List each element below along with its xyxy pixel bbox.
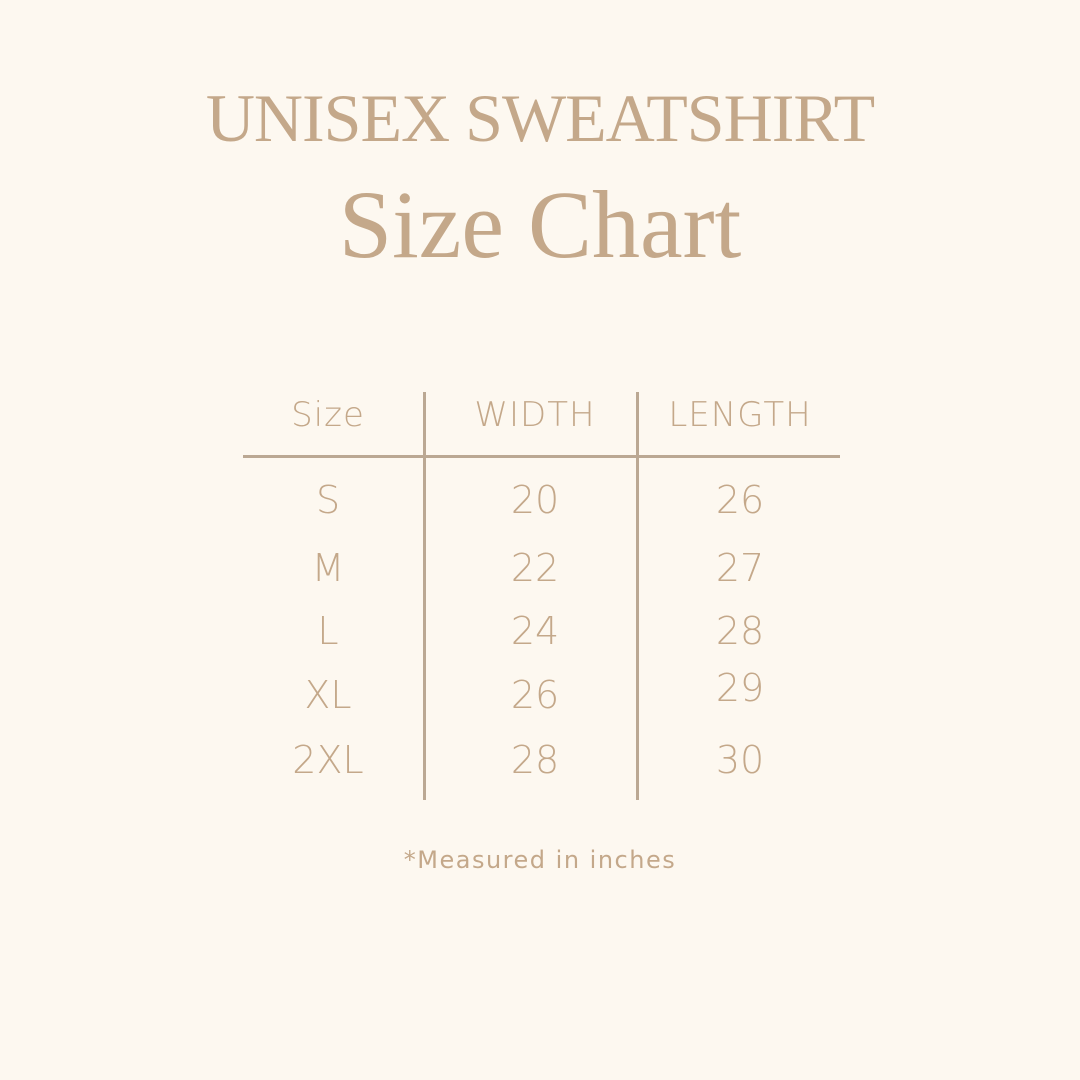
table-cell: S xyxy=(315,478,341,522)
column-divider xyxy=(636,392,639,800)
column-divider xyxy=(423,392,426,800)
subtitle: Size Chart xyxy=(338,171,742,278)
table-cell: L xyxy=(317,609,339,653)
table-cell: 29 xyxy=(715,666,765,710)
table-cell: 26 xyxy=(510,673,560,717)
table-cell: 30 xyxy=(715,738,765,782)
table-cell: 24 xyxy=(510,609,560,653)
table-cell: 20 xyxy=(510,478,560,522)
table-cell: XL xyxy=(304,673,352,717)
footnote: *Measured in inches xyxy=(403,846,677,874)
table-cell: 22 xyxy=(510,546,560,590)
table-cell: 26 xyxy=(715,478,765,522)
table-cell: M xyxy=(311,546,345,590)
table-cell: 28 xyxy=(510,738,560,782)
table-cell: 28 xyxy=(715,609,765,653)
header-divider xyxy=(243,455,840,458)
table-cell: 2XL xyxy=(292,738,364,782)
column-header: Size xyxy=(291,395,365,435)
title: UNISEX SWEATSHIRT xyxy=(205,80,875,156)
column-header: LENGTH xyxy=(668,395,812,435)
table-cell: 27 xyxy=(715,546,765,590)
column-header: WIDTH xyxy=(474,395,596,435)
